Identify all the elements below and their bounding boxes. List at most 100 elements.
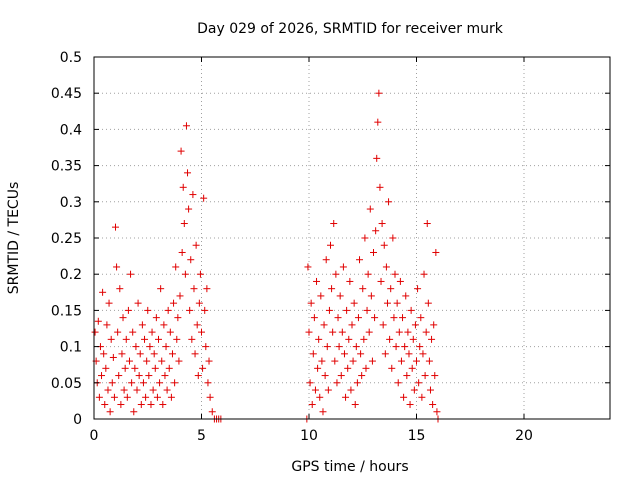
data-point <box>371 314 379 322</box>
data-point <box>160 321 168 329</box>
data-point <box>385 198 393 206</box>
data-point <box>393 299 401 307</box>
data-point <box>313 277 321 285</box>
data-point <box>394 379 402 387</box>
data-point <box>382 263 390 271</box>
data-point <box>424 299 432 307</box>
data-point <box>305 328 313 336</box>
data-point <box>333 379 341 387</box>
data-point <box>98 372 106 380</box>
y-axis-label: SRMTID / TECUs <box>6 182 22 295</box>
x-tick-label: 15 <box>408 428 426 444</box>
data-point <box>375 89 383 97</box>
data-point <box>164 306 172 314</box>
data-point <box>116 285 124 293</box>
data-point <box>403 372 411 380</box>
data-point <box>122 335 130 343</box>
data-point <box>114 328 122 336</box>
data-point <box>167 393 175 401</box>
data-point <box>109 353 117 361</box>
data-point <box>182 122 190 130</box>
data-point <box>201 306 209 314</box>
data-point <box>204 379 212 387</box>
data-point <box>343 306 351 314</box>
data-point <box>431 372 439 380</box>
data-point <box>307 299 315 307</box>
y-tick-label: 0.35 <box>51 159 82 175</box>
data-point <box>391 270 399 278</box>
data-point <box>186 306 194 314</box>
data-point <box>317 292 325 300</box>
data-point <box>128 379 136 387</box>
data-point <box>340 350 348 358</box>
data-point <box>365 328 373 336</box>
data-point <box>418 393 426 401</box>
data-point <box>316 393 324 401</box>
data-point <box>129 328 137 336</box>
data-point <box>151 364 159 372</box>
data-point <box>349 357 357 365</box>
data-point <box>376 183 384 191</box>
data-point <box>351 401 359 409</box>
data-point <box>392 343 400 351</box>
data-point <box>155 335 162 343</box>
data-point <box>410 386 418 394</box>
data-point <box>309 350 317 358</box>
data-point <box>153 393 161 401</box>
data-point <box>118 350 126 358</box>
y-tick-label: 0.2 <box>60 267 82 283</box>
data-point <box>379 321 387 329</box>
data-point <box>106 408 114 416</box>
y-tick-label: 0 <box>73 412 82 428</box>
plot-frame <box>93 56 611 420</box>
data-point <box>433 408 441 416</box>
data-point <box>330 220 338 228</box>
data-point <box>123 393 131 401</box>
data-point <box>304 263 312 271</box>
data-point <box>171 379 179 387</box>
data-point <box>378 220 386 228</box>
data-point <box>420 270 428 278</box>
data-point <box>328 285 336 293</box>
data-point <box>162 343 170 351</box>
data-point <box>107 335 115 343</box>
data-point <box>315 335 323 343</box>
data-point <box>141 335 149 343</box>
data-point <box>425 357 433 365</box>
data-point <box>404 328 412 336</box>
y-tick-label: 0.25 <box>51 231 82 247</box>
data-point <box>120 386 128 394</box>
data-point <box>152 314 160 322</box>
data-point <box>174 314 182 322</box>
data-point <box>188 335 196 343</box>
data-point <box>191 350 199 358</box>
data-point <box>149 386 157 394</box>
data-point <box>131 364 139 372</box>
data-point <box>366 205 374 213</box>
data-point <box>208 408 216 416</box>
data-point <box>202 343 210 351</box>
data-point <box>361 234 369 242</box>
data-point <box>135 372 143 380</box>
data-point <box>352 343 360 351</box>
data-point <box>102 364 110 372</box>
data-point <box>363 306 371 314</box>
data-point <box>100 350 108 358</box>
data-point <box>184 169 192 177</box>
data-point <box>348 321 356 329</box>
data-point <box>335 343 343 351</box>
data-point <box>395 328 403 336</box>
data-point <box>430 321 438 329</box>
data-point <box>172 263 180 271</box>
data-point <box>156 379 164 387</box>
data-point <box>134 299 142 307</box>
data-point <box>407 306 415 314</box>
data-point <box>327 241 334 249</box>
data-point <box>159 401 167 409</box>
chart-title: Day 029 of 2026, SRMTID for receiver mur… <box>197 21 504 37</box>
data-point <box>372 227 380 235</box>
data-point <box>146 343 154 351</box>
data-point <box>409 335 417 343</box>
data-point <box>325 306 333 314</box>
data-point <box>139 379 147 387</box>
